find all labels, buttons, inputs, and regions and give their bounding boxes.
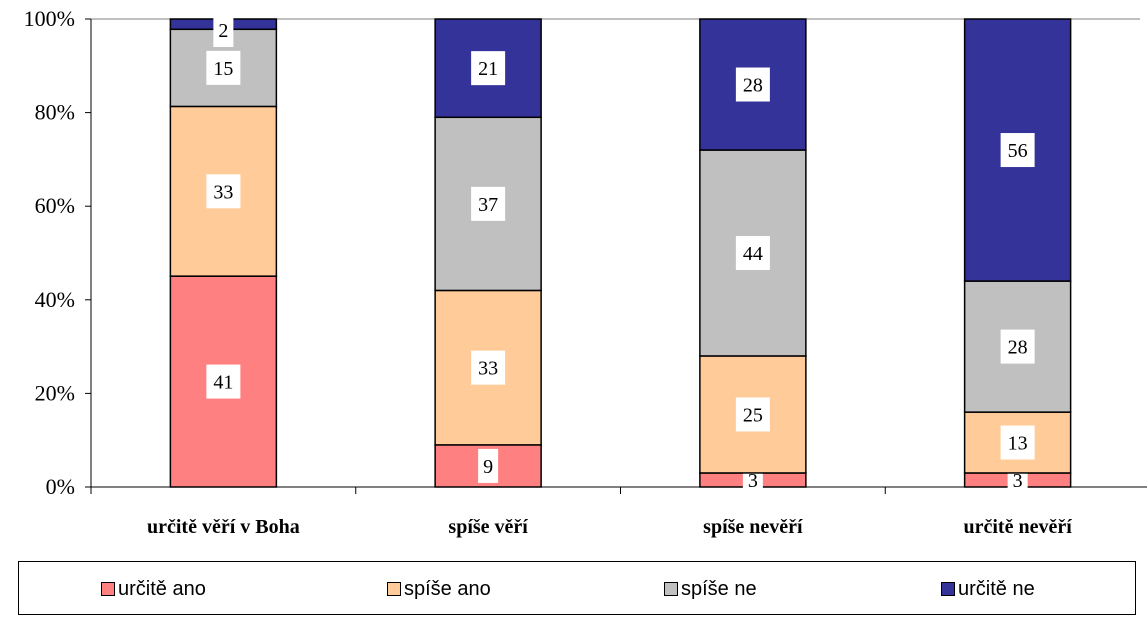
legend-label: určitě ano <box>118 577 206 600</box>
legend-swatch <box>664 582 678 596</box>
legend: určitě ano spíše ano spíše ne určitě ne <box>18 561 1136 615</box>
legend-label: spíše ne <box>681 577 757 600</box>
data-label: 9 <box>483 456 493 478</box>
data-label: 37 <box>478 194 498 216</box>
y-tick-label: 20% <box>35 380 75 405</box>
data-label-box <box>478 448 499 483</box>
data-label: 3 <box>1013 470 1023 492</box>
legend-swatch <box>101 582 115 596</box>
x-category-label: spíše nevěří <box>703 516 803 538</box>
data-label-box <box>735 236 770 270</box>
legend-swatch <box>941 582 955 596</box>
data-label: 25 <box>743 404 763 426</box>
data-label: 56 <box>1008 140 1028 162</box>
data-label-box <box>471 186 506 221</box>
data-label: 41 <box>213 372 233 394</box>
x-category-label: určitě věří v Boha <box>147 516 300 538</box>
legend-label: spíše ano <box>404 577 491 600</box>
legend-item: určitě ne <box>941 578 1035 600</box>
data-label: 28 <box>1008 337 1028 359</box>
y-tick-label: 40% <box>35 287 75 312</box>
data-label: 33 <box>213 181 233 203</box>
data-label-box <box>1000 329 1035 364</box>
y-tick-label: 60% <box>35 193 75 218</box>
data-label-box <box>735 67 770 102</box>
x-category-label: určitě nevěří <box>963 516 1072 538</box>
data-label-box <box>471 350 506 385</box>
data-label: 21 <box>478 58 498 80</box>
y-tick-label: 0% <box>46 474 75 499</box>
data-label-box <box>735 397 770 432</box>
data-label-box <box>471 51 506 86</box>
legend-item: spíše ne <box>664 578 757 600</box>
data-label-box <box>206 174 241 209</box>
y-tick-label: 80% <box>35 100 75 125</box>
legend-item: spíše ano <box>387 578 491 600</box>
data-label: 13 <box>1008 433 1028 455</box>
y-tick-label: 100% <box>24 6 75 31</box>
legend-label: určitě ne <box>958 577 1035 600</box>
data-label-box <box>213 13 234 47</box>
data-label-box <box>1000 133 1035 168</box>
data-label: 15 <box>213 58 233 80</box>
data-label-box <box>206 364 241 399</box>
data-label: 33 <box>478 358 498 380</box>
legend-swatch <box>387 582 401 596</box>
data-label: 28 <box>743 75 763 97</box>
data-label-box <box>206 50 241 85</box>
x-category-label: spíše věří <box>448 516 528 538</box>
data-label-box <box>1000 425 1035 460</box>
legend-item: určitě ano <box>101 578 206 600</box>
data-label: 44 <box>743 243 763 265</box>
data-label: 3 <box>748 470 758 492</box>
data-label: 2 <box>218 20 228 42</box>
